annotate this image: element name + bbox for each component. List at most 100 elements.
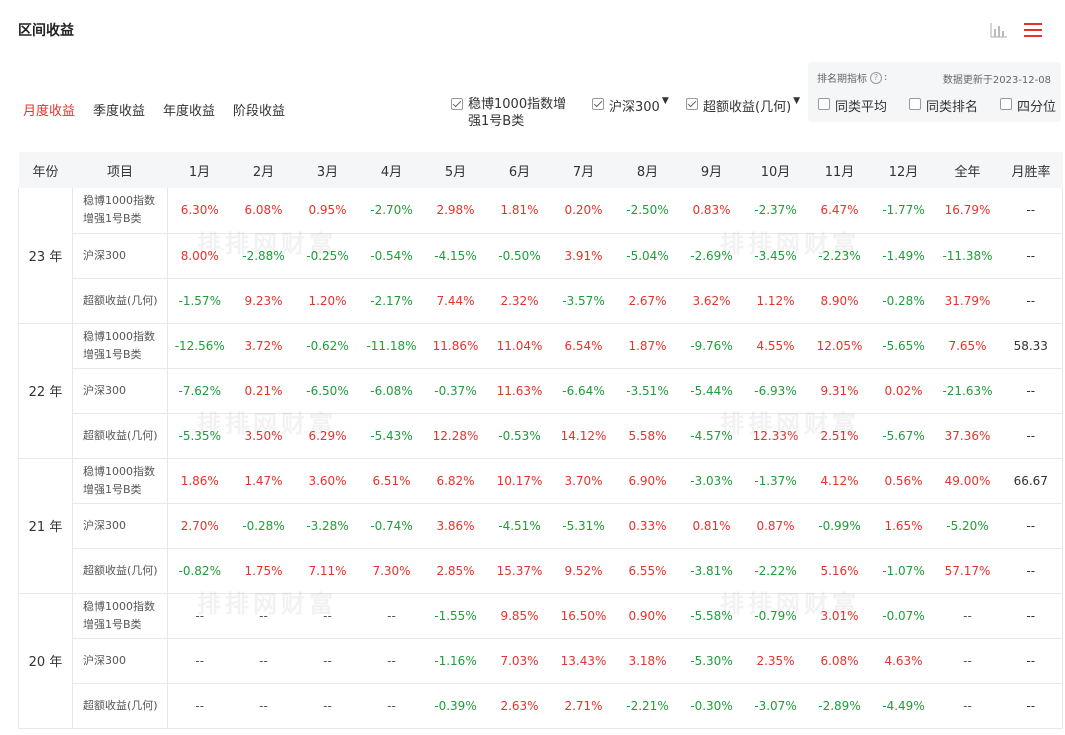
- item-label-line1: 稳博1000指数: [83, 599, 155, 613]
- return-cell: 9.31%: [807, 368, 872, 414]
- return-cell: 6.08%: [231, 188, 296, 234]
- return-cell: -4.49%: [871, 683, 936, 729]
- item-label-line2: 增强1号B类: [83, 347, 142, 361]
- return-cell: 3.50%: [231, 413, 296, 459]
- return-cell: 0.95%: [295, 188, 360, 234]
- return-cell: 12.33%: [743, 413, 808, 459]
- return-cell: -0.28%: [231, 503, 296, 549]
- return-cell: 3.01%: [807, 593, 872, 639]
- checkbox-icon: [909, 98, 922, 110]
- table-row: 23 年稳博1000指数 增强1号B类 6.30% 6.08% 0.95% -2.70% 2…: [18, 188, 1063, 324]
- return-cell: 49.00%: [935, 458, 1000, 504]
- col-header: 9月: [679, 152, 744, 188]
- return-cell: -2.17%: [359, 278, 424, 324]
- checkbox-quartile[interactable]: 四分位: [1000, 96, 1056, 115]
- checkbox-checked-icon: [451, 98, 463, 110]
- return-cell: 4.55%: [743, 323, 808, 369]
- return-cell: --: [359, 593, 424, 639]
- period-tabs: 月度收益 季度收益 年度收益 阶段收益: [18, 98, 298, 121]
- compare-index-dropdown[interactable]: 沪深300 ▼: [592, 96, 669, 115]
- item-cell: 沪深300: [72, 638, 168, 684]
- help-icon[interactable]: ?: [870, 71, 882, 84]
- return-cell: -6.64%: [551, 368, 616, 414]
- return-cell: 7.65%: [935, 323, 1000, 369]
- col-header: 10月: [743, 152, 808, 188]
- checkbox-category-rank[interactable]: 同类排名: [909, 96, 978, 115]
- return-cell: -5.04%: [615, 233, 680, 279]
- return-cell: --: [935, 638, 1000, 684]
- item-cell: 超额收益(几何): [72, 683, 168, 729]
- compare-excess-dropdown[interactable]: 超额收益(几何) ▼: [686, 96, 800, 115]
- table-row: 沪深300 8.00% -2.88% -0.25% -0.54% -4.15% -0.50%…: [19, 233, 1063, 279]
- excess-label: 超额收益(几何): [703, 100, 792, 115]
- return-cell: 9.85%: [487, 593, 552, 639]
- return-cell: -2.70%: [359, 188, 424, 234]
- update-date: 数据更新于2023-12-08: [942, 75, 1051, 86]
- checkbox-checked-icon: [592, 98, 604, 110]
- table-row: 沪深300 -- -- -- -- -1.16% 7.03% 13.43% 3.18% -5.30…: [19, 638, 1063, 684]
- year-cell: 22 年: [18, 323, 73, 459]
- return-cell: 6.47%: [807, 188, 872, 234]
- col-header: 4月: [359, 152, 424, 188]
- winrate-cell: --: [999, 368, 1063, 414]
- return-cell: 6.54%: [551, 323, 616, 369]
- item-cell: 超额收益(几何): [72, 413, 168, 459]
- return-cell: --: [295, 683, 360, 729]
- bar-chart-icon[interactable]: [989, 20, 1009, 40]
- return-cell: 0.20%: [551, 188, 616, 234]
- return-cell: -3.28%: [295, 503, 360, 549]
- return-cell: 3.70%: [551, 458, 616, 504]
- return-cell: -5.58%: [679, 593, 744, 639]
- return-cell: 14.12%: [551, 413, 616, 459]
- winrate-cell: --: [999, 548, 1063, 594]
- return-cell: 0.87%: [743, 503, 808, 549]
- return-cell: 0.83%: [679, 188, 744, 234]
- return-cell: 9.52%: [551, 548, 616, 594]
- return-cell: -5.30%: [679, 638, 744, 684]
- return-cell: -0.37%: [423, 368, 488, 414]
- table-row: 超额收益(几何) -0.82% 1.75% 7.11% 7.30% 2.85% 15.37%…: [19, 548, 1063, 594]
- return-cell: 6.29%: [295, 413, 360, 459]
- caret-down-icon: ▼: [661, 96, 669, 106]
- return-cell: 1.86%: [167, 458, 232, 504]
- tab-monthly[interactable]: 月度收益: [23, 104, 76, 119]
- return-cell: -2.89%: [807, 683, 872, 729]
- return-cell: -1.07%: [871, 548, 936, 594]
- item-label-line1: 稳博1000指数: [83, 464, 155, 478]
- menu-icon[interactable]: [1023, 20, 1043, 40]
- return-cell: 10.17%: [487, 458, 552, 504]
- return-cell: -0.79%: [743, 593, 808, 639]
- return-cell: -1.57%: [167, 278, 232, 324]
- tab-stage[interactable]: 阶段收益: [233, 104, 286, 119]
- return-cell: 3.86%: [423, 503, 488, 549]
- return-cell: -12.56%: [167, 323, 232, 369]
- tab-yearly[interactable]: 年度收益: [163, 104, 216, 119]
- return-cell: -2.50%: [615, 188, 680, 234]
- index-label: 沪深300: [609, 100, 660, 115]
- return-cell: 2.35%: [743, 638, 808, 684]
- tab-quarterly[interactable]: 季度收益: [93, 104, 146, 119]
- return-cell: 1.65%: [871, 503, 936, 549]
- winrate-cell: --: [999, 638, 1063, 684]
- return-cell: 2.32%: [487, 278, 552, 324]
- return-cell: 4.63%: [871, 638, 936, 684]
- return-cell: 57.17%: [935, 548, 1000, 594]
- table-row: 沪深300 -7.62% 0.21% -6.50% -6.08% -0.37% 11.63%…: [19, 368, 1063, 414]
- checkbox-category-average[interactable]: 同类平均: [818, 96, 887, 115]
- table-row: 20 年稳博1000指数 增强1号B类 -- -- -- -- -1.55% 9.85% 16.…: [18, 593, 1063, 729]
- return-cell: 3.62%: [679, 278, 744, 324]
- return-cell: -2.69%: [679, 233, 744, 279]
- return-cell: -1.55%: [423, 593, 488, 639]
- return-cell: 7.44%: [423, 278, 488, 324]
- return-cell: 1.12%: [743, 278, 808, 324]
- return-cell: 37.36%: [935, 413, 1000, 459]
- return-cell: -5.35%: [167, 413, 232, 459]
- compare-fund-checkbox[interactable]: 稳博1000指数增 强1号B类: [451, 96, 566, 130]
- return-cell: -5.67%: [871, 413, 936, 459]
- return-cell: -3.57%: [551, 278, 616, 324]
- return-cell: -6.93%: [743, 368, 808, 414]
- winrate-cell: --: [999, 683, 1063, 729]
- return-cell: -5.65%: [871, 323, 936, 369]
- return-cell: -0.74%: [359, 503, 424, 549]
- return-cell: --: [359, 638, 424, 684]
